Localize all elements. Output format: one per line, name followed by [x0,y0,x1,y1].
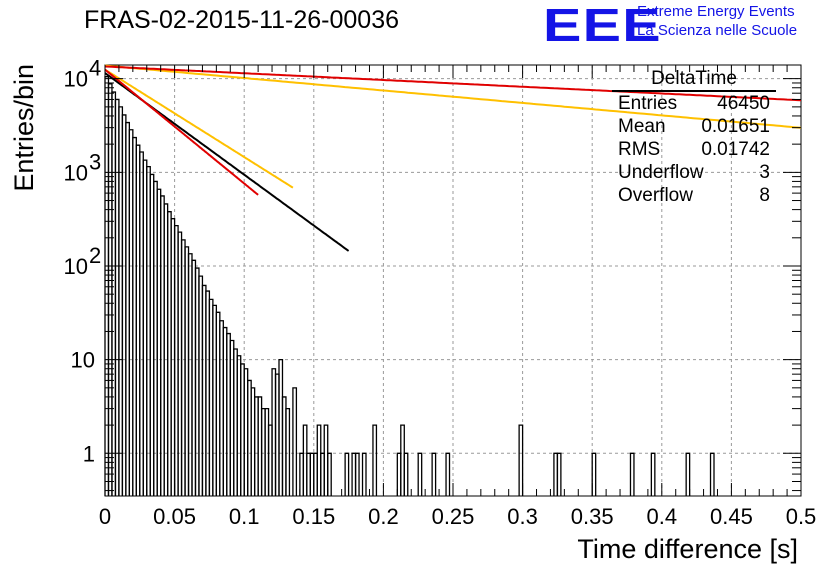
y-tick-label: 1 [83,441,95,466]
stats-label: RMS [618,139,661,160]
logo-line-1: Extreme Energy Events [637,3,795,20]
histogram-bin [556,452,562,496]
stats-title: DeltaTime [612,68,776,92]
x-tick-label: 0.4 [647,504,678,529]
histogram-bin [685,452,691,496]
x-tick-label: 0.5 [786,504,817,529]
fit-curve [104,64,802,129]
x-tick-label: 0.3 [507,504,538,529]
y-tick-label: 10 [64,67,88,92]
histogram-bin [285,407,291,496]
fit-curve [104,68,294,189]
stats-row: Entries 46450 [612,92,776,115]
stats-row: Overflow 8 [612,184,776,207]
fit-curve [104,65,802,102]
histogram-bin [629,452,635,496]
stats-box: DeltaTime Entries 46450 Mean 0.01651 RMS 0.… [612,68,776,207]
eee-logo: EEE [543,0,662,51]
histogram-bin [361,452,367,496]
x-tick-label: 0.35 [571,504,614,529]
eee-logo-text: Extreme Energy Events La Scienza nelle S… [637,2,797,40]
stats-value: 8 [759,185,770,206]
histogram-bin [431,452,437,496]
y-tick-label: 10 [64,160,88,185]
stats-value: 46450 [717,93,770,114]
y-tick-label: 10 [64,254,88,279]
logo-line-2: La Scienza nelle Scuole [637,22,798,39]
stats-value: 0.01651 [701,116,770,137]
x-tick-label: 0.15 [292,504,335,529]
x-tick-label: 0 [99,504,111,529]
histogram-bin [327,452,332,496]
x-tick-label: 0.45 [710,504,753,529]
y-tick-exponent: 3 [89,149,101,174]
x-tick-label: 0.05 [153,504,196,529]
stats-row: Mean 0.01651 [612,115,776,138]
x-tick-label: 0.2 [368,504,399,529]
y-tick-exponent: 4 [89,56,101,81]
histogram-bin [344,452,350,496]
histogram-bin [591,452,597,496]
axes: 0 0.05 0.1 0.15 0.2 0.25 0.3 0.35 0.4 0.45 0.5 1 10 1… [64,56,817,529]
y-tick-label: 10 [71,348,95,373]
fit-curve [104,68,259,196]
x-tick-label: 0.25 [432,504,475,529]
stats-label: Mean [618,116,666,137]
stats-label: Underflow [618,162,704,183]
fit-lines [104,64,802,252]
y-tick-exponent: 2 [89,243,101,268]
x-tick-label: 0.1 [229,504,260,529]
histogram-bin [709,452,715,496]
y-axis-title: Entries/bin [9,64,39,192]
stats-label: Overflow [618,185,693,206]
histogram-bin [417,452,423,496]
histogram-bin [354,452,360,496]
stats-value: 3 [759,162,770,183]
histogram-bin [445,452,451,496]
histogram-bin [650,452,656,496]
x-axis-title: Time difference [s] [577,534,798,564]
stats-label: Entries [618,93,678,114]
stats-row: RMS 0.01742 [612,138,776,161]
histogram [104,76,715,496]
histogram-bin [292,387,298,496]
histogram-bin [518,424,524,496]
stats-value: 0.01742 [701,139,770,160]
chart-title: FRAS-02-2015-11-26-00036 [84,6,400,34]
grid [105,65,801,496]
histogram-bin [403,452,409,496]
stats-row: Underflow 3 [612,161,776,184]
histogram-bin [372,424,378,496]
